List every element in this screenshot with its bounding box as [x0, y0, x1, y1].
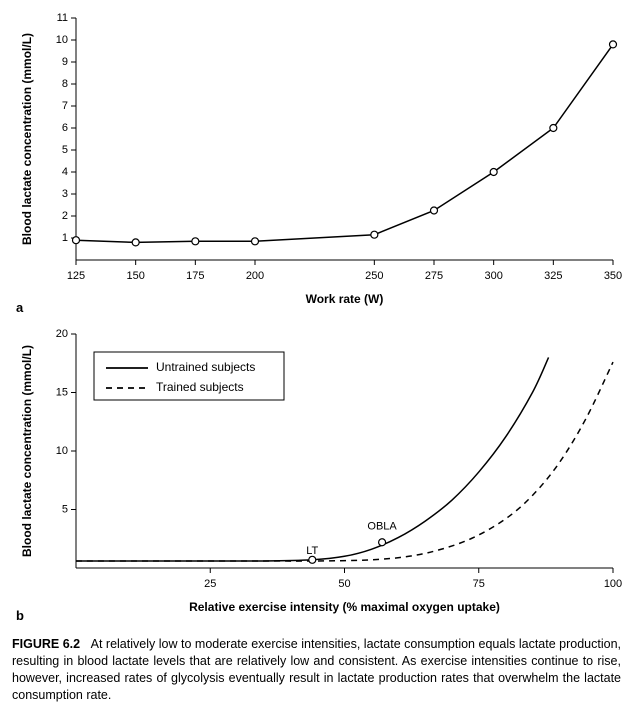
svg-text:50: 50: [338, 578, 350, 590]
svg-text:3: 3: [62, 188, 68, 200]
svg-text:325: 325: [544, 270, 562, 282]
svg-text:Untrained subjects: Untrained subjects: [156, 360, 255, 374]
svg-text:275: 275: [425, 270, 443, 282]
figure-caption-text: At relatively low to moderate exercise i…: [12, 637, 621, 702]
svg-text:9: 9: [62, 56, 68, 68]
svg-text:10: 10: [56, 445, 68, 457]
svg-text:8: 8: [62, 78, 68, 90]
svg-text:Work rate (W): Work rate (W): [306, 292, 384, 306]
svg-text:200: 200: [246, 270, 264, 282]
svg-text:100: 100: [604, 578, 622, 590]
svg-text:b: b: [16, 608, 24, 623]
svg-text:Trained subjects: Trained subjects: [156, 380, 244, 394]
svg-text:7: 7: [62, 100, 68, 112]
svg-text:300: 300: [484, 270, 502, 282]
svg-text:350: 350: [604, 270, 622, 282]
svg-text:Blood lactate concentration (m: Blood lactate concentration (mmol/L): [20, 345, 34, 557]
svg-text:175: 175: [186, 270, 204, 282]
figure-caption: FIGURE 6.2 At relatively low to moderate…: [0, 626, 633, 718]
svg-text:11: 11: [57, 12, 68, 24]
panel-b: 5 10 15 20 25 50 75 100 LT OBLA Untrained subjects…: [8, 326, 625, 626]
svg-text:LT: LT: [306, 545, 318, 557]
svg-text:1: 1: [62, 232, 68, 244]
svg-text:Relative exercise intensity (%: Relative exercise intensity (% maximal o…: [189, 600, 500, 614]
svg-text:20: 20: [56, 328, 68, 340]
svg-text:a: a: [16, 300, 24, 315]
svg-text:150: 150: [126, 270, 144, 282]
svg-text:OBLA: OBLA: [367, 520, 397, 532]
svg-text:15: 15: [56, 386, 68, 398]
svg-text:4: 4: [62, 166, 68, 178]
svg-text:5: 5: [62, 144, 68, 156]
chart-a-svg: 1 2 3 4 5 6 7 8 9 10 11 125 150 175 200 250 275 300 325 350…: [8, 8, 625, 318]
figure-number: FIGURE 6.2: [12, 637, 80, 651]
svg-text:75: 75: [473, 578, 485, 590]
svg-text:5: 5: [62, 503, 68, 515]
svg-text:2: 2: [62, 210, 68, 222]
svg-text:10: 10: [56, 34, 68, 46]
svg-text:125: 125: [67, 270, 85, 282]
svg-text:6: 6: [62, 122, 68, 134]
svg-text:25: 25: [204, 578, 216, 590]
chart-b-svg: 5 10 15 20 25 50 75 100 LT OBLA Untrained subjects…: [8, 326, 625, 626]
svg-text:250: 250: [365, 270, 383, 282]
svg-text:Blood lactate concentration (m: Blood lactate concentration (mmol/L): [20, 33, 34, 245]
panel-a: 1 2 3 4 5 6 7 8 9 10 11 125 150 175 200 250 275 300 325 350…: [8, 8, 625, 318]
